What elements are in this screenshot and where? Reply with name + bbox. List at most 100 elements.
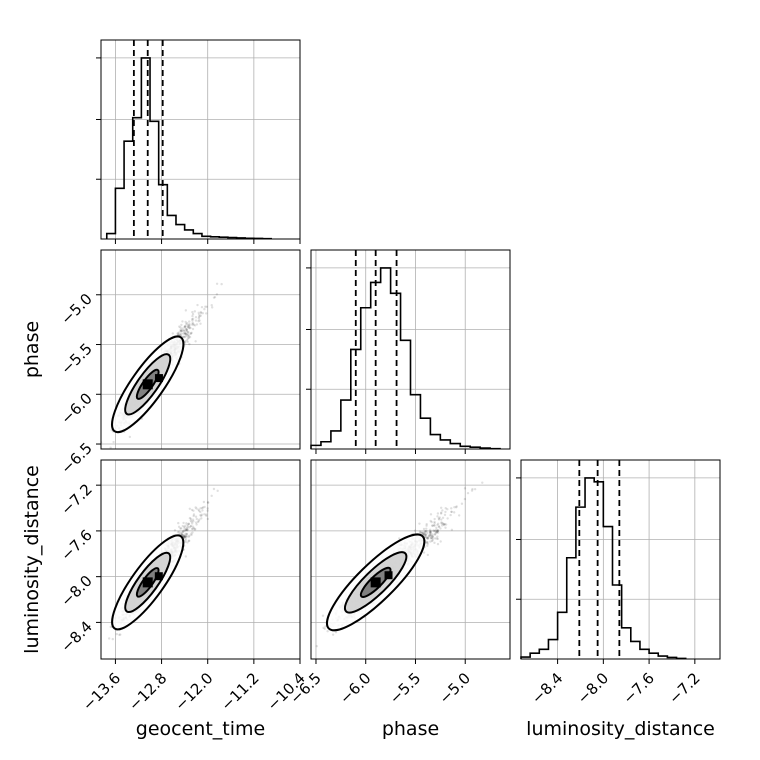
sample-point (197, 317, 201, 320)
sample-point (182, 328, 185, 332)
sample-point (439, 512, 443, 515)
sample-point (183, 527, 186, 530)
sample-point (187, 522, 190, 526)
sample-point (436, 537, 440, 541)
sample-point (200, 517, 203, 520)
scatter-panel-geocent_time-phase (100, 249, 301, 450)
sample-point (426, 537, 430, 540)
sample-point (420, 531, 424, 535)
sample-point (450, 510, 453, 514)
sample-point (191, 327, 195, 331)
sample-point (195, 517, 199, 521)
sample-point (435, 531, 438, 535)
sample-point (179, 527, 183, 530)
sample-point (182, 521, 185, 525)
hist-panel-geocent_time (96, 39, 301, 240)
sample-point (321, 614, 325, 617)
sample-point (177, 332, 180, 335)
sample-point (183, 535, 186, 539)
sample-point (185, 327, 188, 331)
sample-point (210, 306, 214, 309)
sample-point (199, 311, 203, 315)
sample-point (186, 321, 189, 325)
sample-point (183, 535, 186, 539)
sample-point (398, 537, 401, 540)
sample-point (185, 333, 188, 336)
sample-point (428, 534, 432, 537)
sample-point (190, 323, 194, 326)
sample-point (183, 325, 186, 328)
sample-point (429, 532, 432, 535)
sample-point (179, 329, 183, 333)
sample-point (185, 532, 188, 536)
sample-point (189, 519, 192, 522)
sample-point (429, 532, 432, 536)
sample-point (435, 528, 438, 532)
median-marker (154, 374, 163, 383)
sample-point (334, 631, 338, 634)
sample-point (188, 507, 192, 510)
sample-point (423, 530, 427, 533)
sample-point (433, 532, 437, 536)
sample-point (186, 340, 189, 343)
sample-point (107, 637, 111, 640)
sample-point (450, 528, 454, 531)
sample-point (431, 534, 434, 538)
sample-point (181, 530, 185, 533)
sample-point (424, 533, 427, 536)
sample-point (183, 534, 186, 538)
sample-point (440, 524, 444, 527)
sample-point (435, 537, 439, 540)
sample-point (440, 521, 443, 524)
sample-point (192, 323, 195, 327)
sample-point (195, 323, 199, 326)
sample-point (426, 536, 430, 539)
sample-point (205, 312, 208, 315)
sample-point (203, 505, 206, 509)
sample-point (215, 293, 219, 296)
sample-point (435, 526, 438, 530)
sample-point (186, 335, 190, 338)
sample-point (433, 541, 436, 545)
sample-point (187, 335, 191, 338)
sample-point (204, 513, 208, 516)
sample-point (210, 303, 213, 307)
sample-point (206, 501, 210, 504)
sample-point (205, 305, 208, 308)
sample-point (426, 532, 429, 535)
sample-point (201, 506, 205, 509)
scatter-panel-geocent_time-luminosity_distance (100, 459, 301, 660)
sample-point (191, 317, 195, 320)
sample-point (186, 528, 189, 531)
sample-point (425, 524, 428, 527)
sample-point (185, 528, 189, 532)
sample-point (195, 523, 198, 526)
sample-point (190, 533, 193, 537)
sample-point (428, 528, 432, 532)
sample-point (190, 520, 193, 523)
sample-point (185, 535, 189, 538)
sample-point (437, 525, 441, 528)
sample-point (182, 530, 185, 533)
sample-point (178, 325, 181, 328)
sample-point (186, 337, 190, 340)
sample-point (183, 525, 186, 529)
sample-point (187, 535, 191, 538)
sample-point (187, 324, 191, 327)
sample-point (425, 536, 428, 539)
sample-point (206, 509, 209, 512)
sample-point (188, 534, 191, 537)
sample-point (432, 524, 436, 527)
sample-point (191, 525, 195, 528)
sample-point (436, 531, 440, 534)
sample-point (177, 331, 180, 334)
sample-point (195, 507, 198, 510)
sample-point (454, 506, 458, 509)
sample-point (430, 539, 434, 543)
sample-point (187, 331, 190, 334)
sample-point (185, 526, 189, 529)
sample-point (173, 529, 177, 532)
hist-panel-luminosity_distance (516, 459, 721, 660)
sample-point (182, 335, 185, 338)
panel-frame (100, 249, 301, 450)
